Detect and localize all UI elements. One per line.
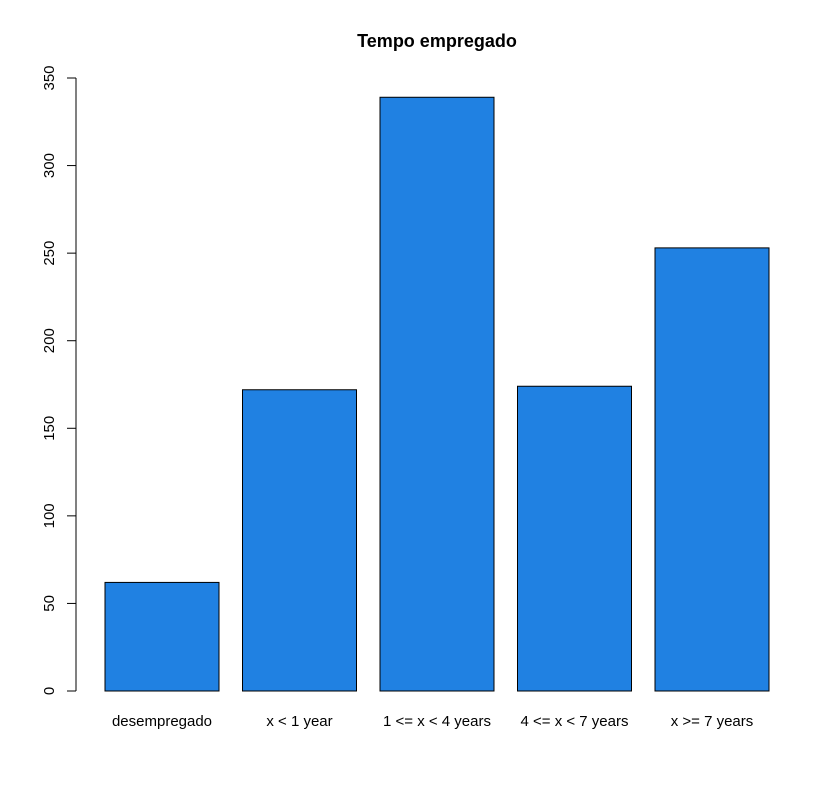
x-tick-label: 4 <= x < 7 years xyxy=(521,713,629,730)
y-tick-label: 350 xyxy=(41,65,58,90)
y-tick-label: 150 xyxy=(41,416,58,441)
y-tick-label: 250 xyxy=(41,241,58,266)
y-tick-label: 200 xyxy=(41,328,58,353)
y-tick-label: 300 xyxy=(41,153,58,178)
x-tick-label: desempregado xyxy=(112,713,212,730)
y-axis: 0 50 100 150 200 250 300 350 xyxy=(41,65,77,695)
y-tick-label: 0 xyxy=(41,687,58,695)
x-tick-label: 1 <= x < 4 years xyxy=(383,713,491,730)
y-tick-label: 100 xyxy=(41,503,58,528)
bar-4 xyxy=(654,247,770,692)
x-tick-labels: desempregado x < 1 year 1 <= x < 4 years 4 … xyxy=(112,713,753,730)
bars xyxy=(104,96,770,692)
bar-3 xyxy=(517,385,632,692)
bar-0 xyxy=(104,581,220,692)
x-tick-label: x < 1 year xyxy=(266,713,332,730)
y-tick-label: 50 xyxy=(41,595,58,612)
bar-2 xyxy=(379,96,495,692)
x-tick-label: x >= 7 years xyxy=(671,713,754,730)
bar-1 xyxy=(242,389,357,692)
chart-title: Tempo empregado xyxy=(357,31,517,51)
